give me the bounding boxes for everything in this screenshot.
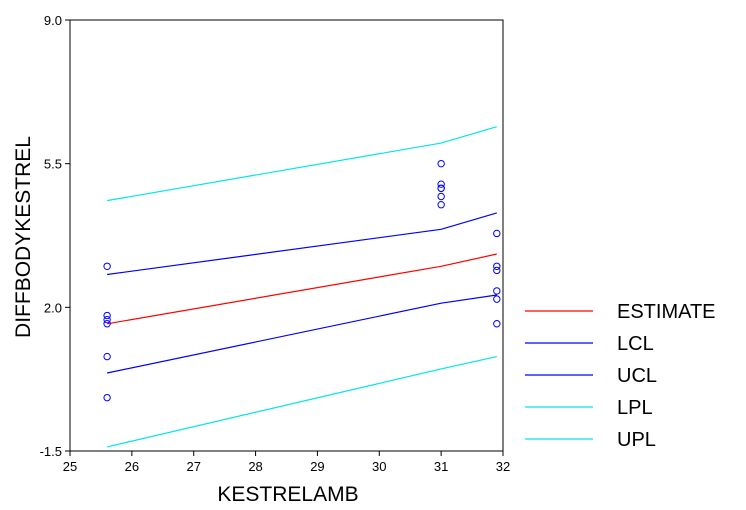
y-tick-label-2: 5.5 — [44, 157, 62, 172]
x-tick-label-1: 26 — [125, 459, 139, 474]
data-point-4 — [103, 393, 111, 402]
legend-label-lcl: LCL — [617, 333, 654, 355]
series-line-lcl — [106, 294, 497, 374]
data-point-2 — [103, 320, 111, 328]
data-point-3 — [103, 352, 111, 361]
data-point-16 — [493, 295, 501, 303]
data-point-7 — [437, 180, 445, 188]
data-point-12 — [493, 229, 501, 238]
y-axis-label: DIFFBODYKESTREL — [12, 136, 35, 338]
legend-label-ucl: UCL — [617, 365, 657, 387]
data-point-9 — [437, 192, 445, 201]
data-point-17 — [493, 320, 501, 328]
x-tick-label-7: 32 — [496, 459, 510, 474]
data-point-11 — [437, 184, 445, 192]
data-point-15 — [493, 287, 501, 295]
y-tick-label-1: 2.0 — [44, 300, 62, 315]
y-tick-label-3: 9.0 — [44, 13, 62, 28]
legend-label-lpl: LPL — [617, 397, 653, 419]
x-tick-label-5: 30 — [372, 459, 386, 474]
data-point-14 — [493, 266, 501, 275]
data-point-13 — [493, 262, 501, 270]
y-tick-label-0: -1.5 — [40, 444, 62, 459]
legend-label-upl: UPL — [617, 429, 656, 451]
x-axis-label: KESTRELAMB — [217, 483, 358, 506]
series-line-lpl — [106, 356, 497, 448]
data-point-5 — [103, 315, 111, 324]
data-point-1 — [103, 311, 111, 320]
legend: ESTIMATE LCL UCL LPL UPL — [525, 301, 716, 451]
series-line-upl — [106, 126, 497, 202]
x-tick-label-6: 31 — [434, 459, 448, 474]
series-line-ucl — [107, 212, 497, 276]
legend-label-estimate: ESTIMATE — [617, 301, 716, 323]
x-tick-label-2: 27 — [186, 459, 200, 474]
series-line-estimate — [106, 253, 497, 325]
data-point-6 — [437, 159, 445, 168]
plot-area: 25 26 27 28 29 30 31 32 -1.5 2.0 5.5 9.0 — [40, 13, 511, 474]
data-point-0 — [103, 262, 111, 270]
x-tick-label-4: 29 — [310, 459, 324, 474]
data-point-10 — [437, 201, 445, 209]
x-tick-label-0: 25 — [63, 459, 77, 474]
plot-frame — [69, 19, 504, 452]
x-tick-label-3: 28 — [248, 459, 262, 474]
